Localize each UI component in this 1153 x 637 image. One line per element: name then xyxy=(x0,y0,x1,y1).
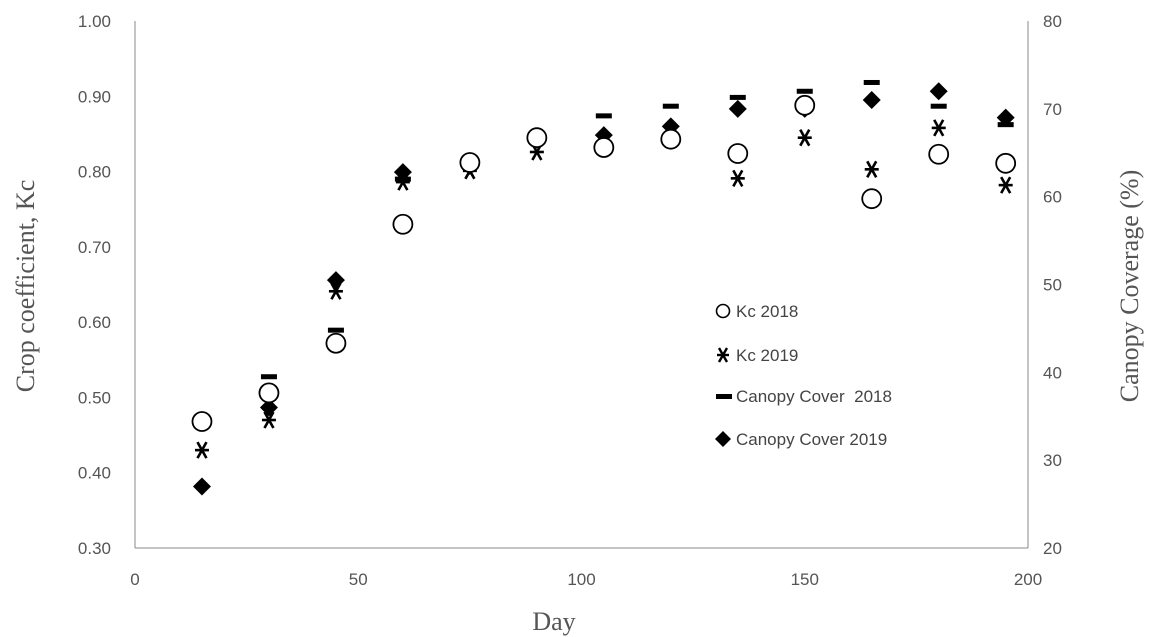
y2-tick-label: 70 xyxy=(1043,100,1062,119)
data-point-kc-2018 xyxy=(459,152,481,173)
y2-axis-title: Canopy Coverage (%) xyxy=(1115,170,1144,402)
legend: Kc 2018 Kc 2019 Canopy Cover 2018 Canopy… xyxy=(715,302,892,449)
y-tick-label: 0.80 xyxy=(78,163,111,182)
y2-tick-label: 80 xyxy=(1043,12,1062,31)
data-point-canopy-cover-2019 xyxy=(996,108,1015,127)
data-point-canopy-cover-2019 xyxy=(192,477,211,496)
data-point-canopy-cover-2018 xyxy=(729,94,746,100)
data-point-kc-2018 xyxy=(928,143,950,165)
y2-tick-label: 20 xyxy=(1043,539,1062,558)
data-point-kc-2019 xyxy=(395,173,410,191)
y-axis-title: Crop coefficient, Kc xyxy=(11,180,40,393)
data-point-kc-2018 xyxy=(526,127,548,149)
data-point-canopy-cover-2019 xyxy=(929,82,948,101)
x-tick-label: 100 xyxy=(567,570,595,589)
tick-labels: 0 50 100 150 200 0.30 0.40 0.50 0.60 0.70 0.80 0.90… xyxy=(78,12,1062,589)
data-point-canopy-cover-2018 xyxy=(260,374,277,380)
data-point-canopy-cover-2018 xyxy=(327,327,344,333)
data-point-kc-2018 xyxy=(660,128,682,150)
data-point-canopy-cover-2019 xyxy=(728,99,747,118)
data-point-canopy-cover-2019 xyxy=(326,271,345,290)
y-tick-label: 0.50 xyxy=(78,388,111,407)
y-tick-label: 0.90 xyxy=(78,87,111,106)
data-point-kc-2019 xyxy=(931,119,946,137)
data-point-canopy-cover-2018 xyxy=(863,79,880,85)
data-point-kc-2019 xyxy=(998,176,1013,194)
axes xyxy=(134,21,1029,549)
data-point-kc-2018 xyxy=(861,188,883,210)
data-point-kc-2018 xyxy=(191,411,213,432)
data-point-canopy-cover-2019 xyxy=(259,398,278,417)
legend-marker-canopy-2018 xyxy=(716,394,732,399)
data-point-kc-2019 xyxy=(328,282,343,300)
x-tick-label: 0 xyxy=(130,570,139,589)
y-tick-label: 0.30 xyxy=(78,539,111,558)
y-tick-label: 0.40 xyxy=(78,464,111,483)
legend-marker-kc-2018 xyxy=(715,303,731,319)
data-point-kc-2019 xyxy=(864,160,879,178)
data-point-kc-2019 xyxy=(730,169,745,187)
data-point-canopy-cover-2018 xyxy=(796,88,813,94)
legend-marker-canopy-2019 xyxy=(715,431,731,447)
x-axis-title: Day xyxy=(532,607,575,636)
legend-item-canopy-2018: Canopy Cover 2018 xyxy=(716,387,892,406)
data-point-kc-2018 xyxy=(258,382,280,404)
data-point-kc-2018 xyxy=(392,213,414,235)
legend-item-kc-2019: Kc 2019 xyxy=(717,346,798,365)
y2-tick-label: 60 xyxy=(1043,188,1062,207)
data-point-canopy-cover-2019 xyxy=(862,91,881,110)
x-tick-label: 150 xyxy=(791,570,819,589)
data-point-kc-2019 xyxy=(194,441,209,459)
legend-label-kc-2019: Kc 2019 xyxy=(736,346,798,365)
legend-item-canopy-2019: Canopy Cover 2019 xyxy=(715,430,887,449)
y2-tick-label: 50 xyxy=(1043,276,1062,295)
legend-marker-kc-2019 xyxy=(717,347,729,363)
legend-label-canopy-2019: Canopy Cover 2019 xyxy=(736,430,887,449)
data-point-canopy-cover-2018 xyxy=(930,103,947,109)
y-tick-label: 0.60 xyxy=(78,313,111,332)
data-point-canopy-cover-2018 xyxy=(662,103,679,109)
x-tick-label: 50 xyxy=(349,570,368,589)
axis-titles: Day Crop coefficient, Kc Canopy Coverage… xyxy=(11,170,1144,636)
legend-label-canopy-2018: Canopy Cover 2018 xyxy=(736,387,892,406)
legend-label-kc-2018: Kc 2018 xyxy=(736,302,798,321)
y-tick-label: 0.70 xyxy=(78,238,111,257)
data-point-kc-2018 xyxy=(593,137,615,158)
x-tick-label: 200 xyxy=(1014,570,1042,589)
data-point-canopy-cover-2018 xyxy=(595,113,612,119)
data-point-kc-2019 xyxy=(261,411,276,429)
y-tick-label: 1.00 xyxy=(78,12,111,31)
data-point-kc-2018 xyxy=(325,332,347,354)
data-marks xyxy=(191,79,1017,496)
data-point-kc-2018 xyxy=(794,94,816,116)
y2-tick-label: 30 xyxy=(1043,451,1062,470)
legend-item-kc-2018: Kc 2018 xyxy=(715,302,798,321)
data-point-kc-2018 xyxy=(727,143,749,164)
data-point-kc-2018 xyxy=(995,152,1017,174)
data-point-kc-2019 xyxy=(797,129,812,147)
y2-tick-label: 40 xyxy=(1043,363,1062,382)
